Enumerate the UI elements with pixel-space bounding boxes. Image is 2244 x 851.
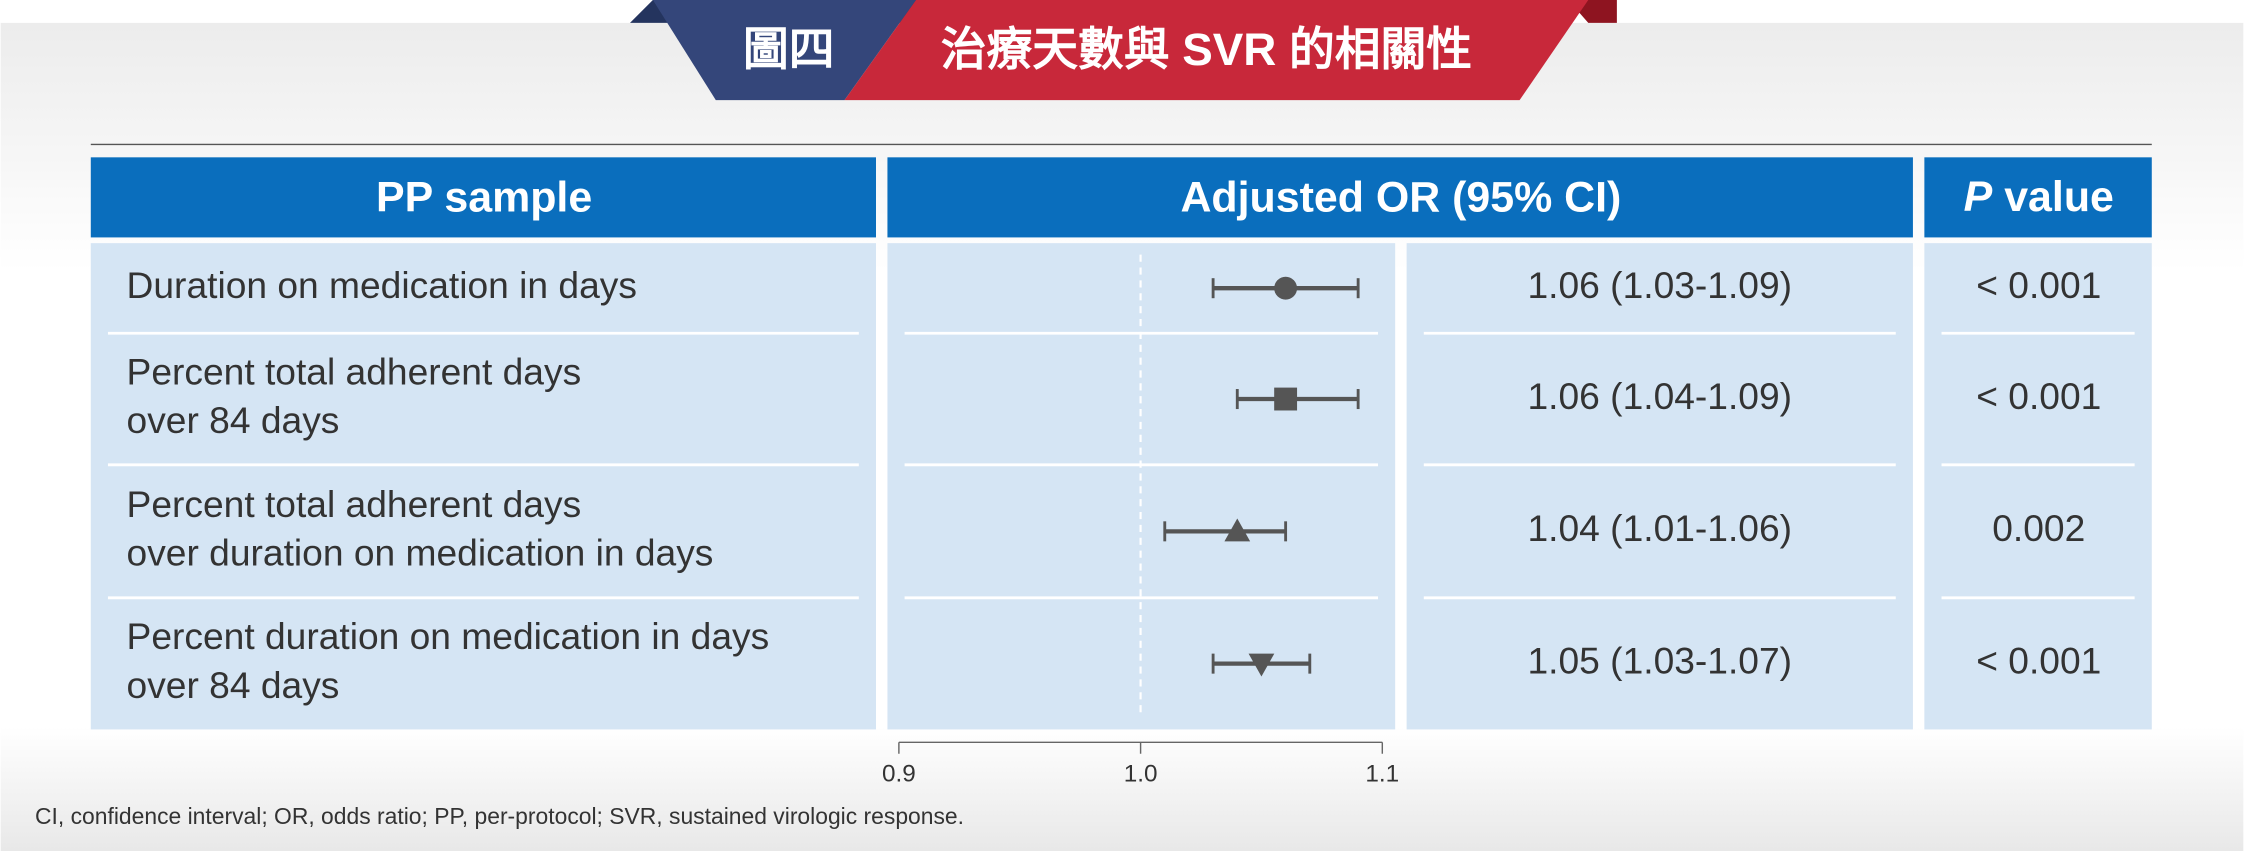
body-cell	[1924, 243, 2152, 730]
header-cell	[887, 157, 1913, 238]
x-tick-label: 1.0	[1124, 761, 1158, 788]
row-label: over 84 days	[127, 664, 340, 706]
or-point	[1224, 518, 1251, 542]
or-text: 1.04 (1.01-1.06)	[1528, 507, 1793, 549]
header: PP sample	[376, 174, 592, 222]
p-value: < 0.001	[1976, 375, 2101, 417]
x-tick-label: 1.1	[1365, 761, 1399, 788]
header-rest: value	[1992, 174, 2114, 222]
row-label: over duration on medication in days	[127, 531, 714, 573]
banner-label-bg	[652, 0, 917, 101]
banner-title-bg	[844, 0, 1589, 101]
banner-label: 圖四	[743, 24, 835, 75]
p-value: 0.002	[1992, 507, 2085, 549]
or-point	[1274, 387, 1298, 411]
body-cell	[90, 243, 876, 730]
header-cell	[1924, 157, 2152, 238]
banner-title: 治療天數與 SVR 的相關性	[941, 24, 1472, 75]
row-label: Percent total adherent days	[127, 351, 582, 393]
header-italic: P	[1964, 174, 1993, 222]
p-value: < 0.001	[1976, 639, 2101, 681]
or-text: 1.06 (1.04-1.09)	[1528, 375, 1793, 417]
x-tick-label: 0.9	[882, 761, 916, 788]
row-label: Percent duration on medication in days	[127, 615, 770, 657]
or-text: 1.06 (1.03-1.09)	[1528, 264, 1793, 306]
or-text: 1.05 (1.03-1.07)	[1528, 639, 1793, 681]
header: P value	[1964, 174, 2114, 222]
header-cell	[90, 157, 876, 238]
p-value: < 0.001	[1976, 264, 2101, 306]
body-cell	[1406, 243, 1913, 730]
row-label: over 84 days	[127, 399, 340, 441]
header: Adjusted OR (95% CI)	[1180, 174, 1621, 222]
row-label: Percent total adherent days	[127, 483, 582, 525]
or-point	[1274, 276, 1298, 300]
row-label: Duration on medication in days	[127, 264, 637, 306]
or-point	[1248, 653, 1275, 677]
footnote: CI, confidence interval; OR, odds ratio;…	[35, 803, 964, 829]
